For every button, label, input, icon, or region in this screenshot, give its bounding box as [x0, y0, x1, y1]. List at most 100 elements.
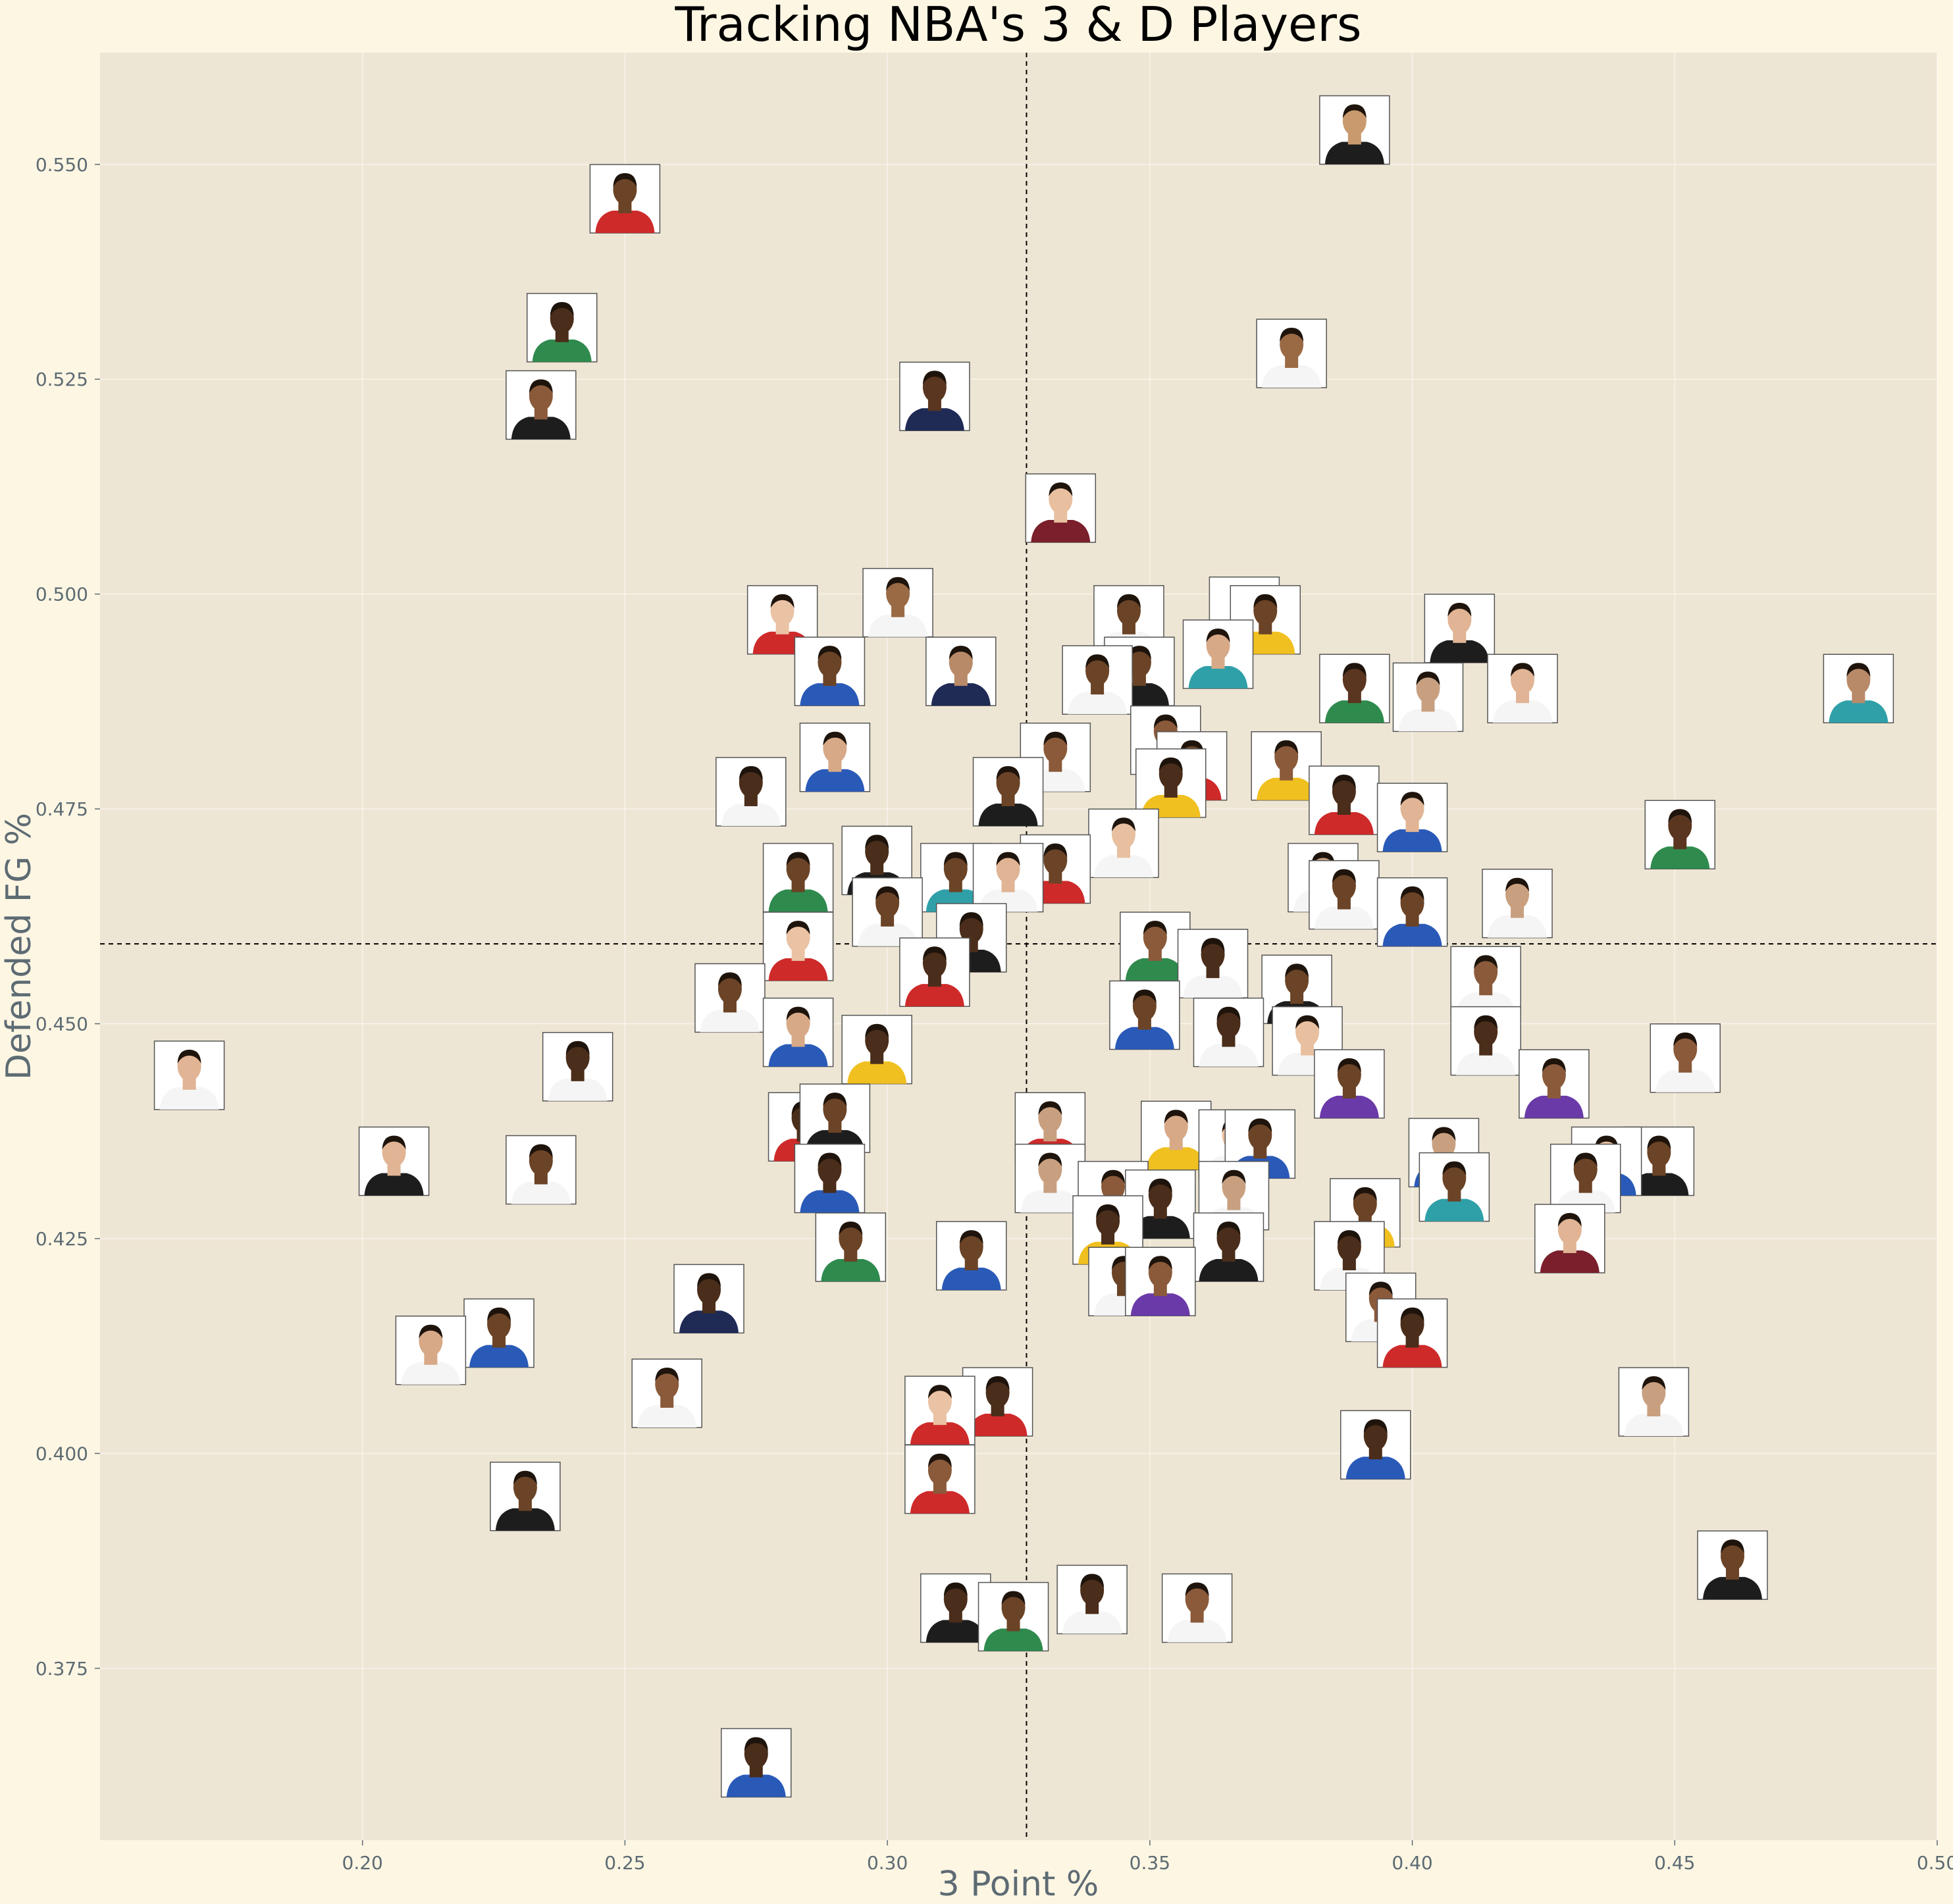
- jersey-shape: [1114, 1027, 1174, 1050]
- jersey-shape: [983, 1628, 1043, 1651]
- jersey-shape: [910, 1422, 970, 1445]
- hair-shape: [1222, 1170, 1246, 1184]
- head-shape: [1001, 1592, 1026, 1623]
- jersey-shape: [1262, 365, 1322, 388]
- hair-shape: [565, 1041, 590, 1055]
- hair-shape: [1043, 843, 1068, 858]
- head-shape: [744, 1738, 768, 1769]
- jersey-shape: [726, 1774, 786, 1797]
- neck-shape: [1337, 897, 1351, 910]
- neck-shape: [1563, 1241, 1576, 1253]
- hair-shape: [1337, 1058, 1361, 1072]
- jersey-shape: [1020, 1190, 1080, 1213]
- hair-shape: [839, 1222, 863, 1236]
- grid: [100, 53, 1938, 1840]
- y-tick-label: 0.375: [36, 1658, 88, 1680]
- head-shape: [886, 578, 910, 609]
- hair-shape: [1148, 1256, 1172, 1270]
- head-shape: [1400, 1308, 1424, 1339]
- neck-shape: [844, 1250, 858, 1262]
- head-shape: [818, 647, 842, 678]
- player-headshot-point: [799, 722, 871, 792]
- hair-shape: [1557, 1212, 1582, 1227]
- neck-shape: [749, 1765, 763, 1778]
- y-axis-label: Defended FG %: [0, 813, 39, 1080]
- neck-shape: [949, 1610, 962, 1623]
- jersey-shape: [1382, 923, 1442, 946]
- hair-shape: [1080, 1574, 1105, 1588]
- player-headshot-point: [1549, 1143, 1621, 1214]
- hair-shape: [739, 765, 763, 780]
- jersey-shape: [721, 803, 781, 826]
- neck-shape: [823, 1181, 837, 1193]
- jersey-shape: [1430, 640, 1490, 663]
- y-tick-label: 0.400: [36, 1443, 88, 1464]
- hair-shape: [1280, 328, 1304, 342]
- head-shape: [1721, 1541, 1745, 1572]
- head-shape: [865, 836, 889, 867]
- head-shape: [1206, 630, 1230, 661]
- neck-shape: [1347, 132, 1361, 145]
- neck-shape: [870, 1052, 884, 1064]
- head-shape: [1332, 870, 1356, 901]
- neck-shape: [1479, 1043, 1493, 1056]
- player-headshot-point: [972, 757, 1044, 827]
- y-tick-label: 0.450: [36, 1014, 88, 1035]
- jersey-shape: [1629, 1173, 1689, 1196]
- hair-shape: [529, 1144, 553, 1158]
- jersey-shape: [511, 1181, 571, 1204]
- jersey-shape: [548, 1078, 608, 1101]
- hair-shape: [886, 577, 910, 591]
- head-shape: [1442, 1162, 1467, 1193]
- hair-shape: [996, 765, 1020, 780]
- hair-shape: [943, 1582, 968, 1597]
- neck-shape: [964, 1258, 978, 1271]
- hair-shape: [1442, 1161, 1467, 1175]
- head-shape: [875, 887, 900, 918]
- player-headshot-point: [794, 1143, 866, 1214]
- neck-shape: [1342, 1258, 1356, 1271]
- player-headshot-point: [1193, 1212, 1264, 1282]
- head-shape: [1216, 1223, 1241, 1254]
- hair-shape: [717, 972, 742, 987]
- hair-shape: [786, 1006, 810, 1021]
- jersey-shape: [847, 1061, 907, 1084]
- head-shape: [1038, 1102, 1062, 1133]
- head-shape: [786, 853, 810, 884]
- head-shape: [1280, 329, 1304, 360]
- hair-shape: [1846, 663, 1871, 677]
- hair-shape: [1180, 740, 1204, 754]
- player-headshot-point: [1193, 997, 1264, 1068]
- player-headshot-point: [1319, 95, 1390, 165]
- neck-shape: [1153, 1284, 1167, 1297]
- player-headshot-point: [1135, 748, 1207, 818]
- x-tick-label: 0.35: [1130, 1852, 1170, 1874]
- head-shape: [1253, 595, 1278, 626]
- neck-shape: [1206, 966, 1220, 979]
- hair-shape: [1253, 594, 1278, 608]
- jersey-shape: [1382, 829, 1442, 852]
- head-shape: [487, 1308, 511, 1339]
- jersey-shape: [1324, 142, 1384, 165]
- head-shape: [1342, 664, 1367, 695]
- head-shape: [1474, 956, 1498, 987]
- neck-shape: [1001, 794, 1015, 806]
- jersey-shape: [1624, 1414, 1684, 1437]
- jersey-shape: [495, 1508, 555, 1531]
- jersey-shape: [1188, 666, 1248, 689]
- head-shape: [1043, 844, 1068, 875]
- hair-shape: [529, 379, 553, 394]
- jersey-shape: [1655, 1069, 1715, 1093]
- head-shape: [1085, 656, 1110, 686]
- head-shape: [1295, 1016, 1320, 1047]
- hair-shape: [959, 1230, 983, 1245]
- chart-title: Tracking NBA's 3 & D Players: [675, 0, 1362, 52]
- hair-shape: [1096, 1204, 1120, 1218]
- hair-shape: [1353, 1187, 1377, 1201]
- x-axis-label: 3 Point %: [938, 1865, 1099, 1904]
- neck-shape: [823, 674, 837, 686]
- jersey-shape: [1424, 1198, 1484, 1222]
- jersey-shape: [1314, 812, 1374, 835]
- neck-shape: [954, 674, 968, 686]
